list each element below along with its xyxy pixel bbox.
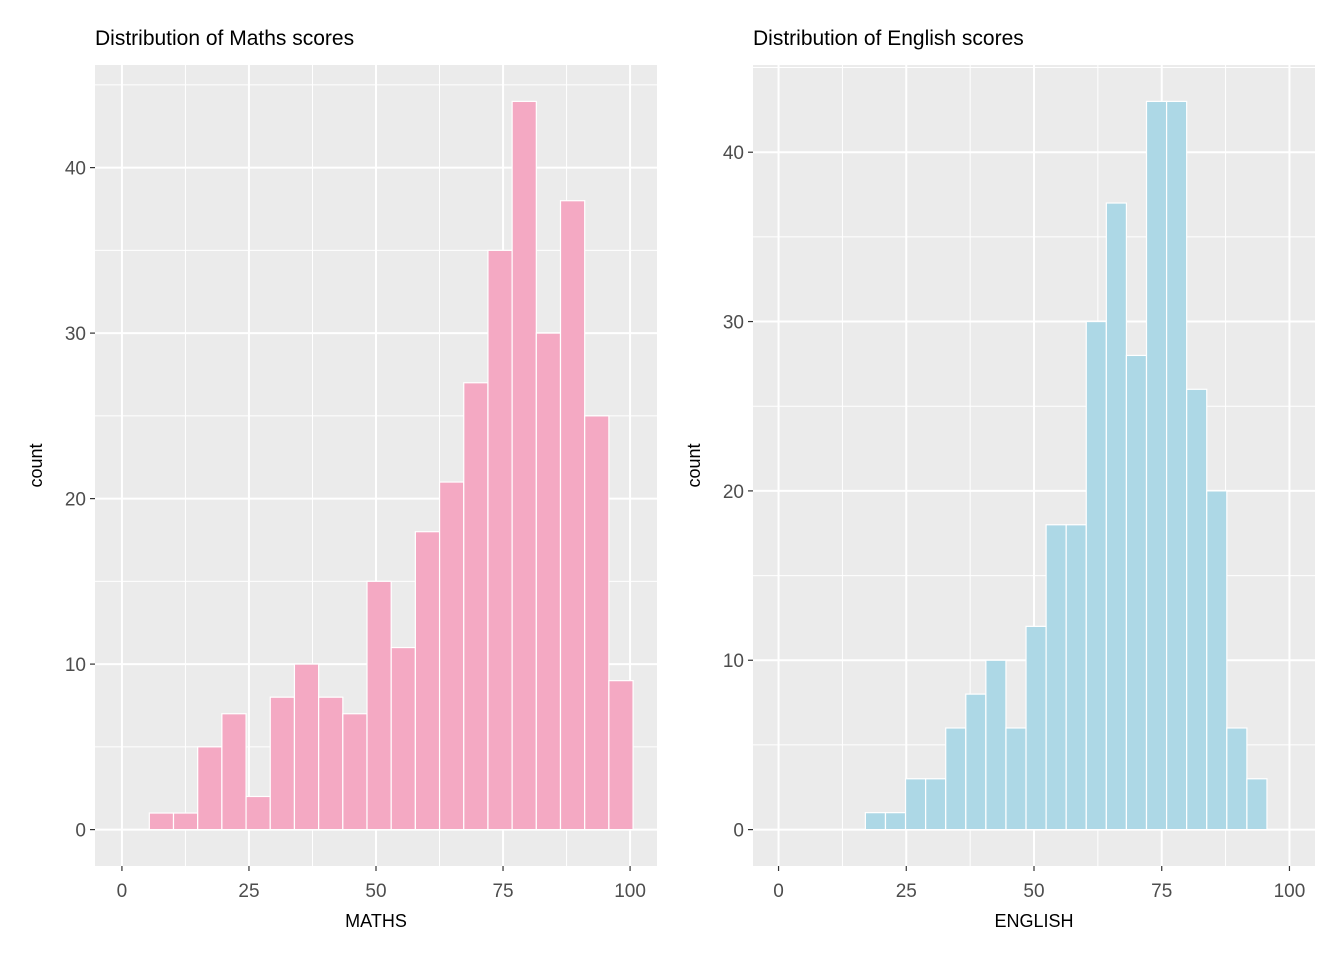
maths-y-tick-label: 40	[65, 159, 86, 180]
maths-y-tick-label: 20	[65, 490, 86, 511]
english-x-tick-label: 0	[773, 881, 784, 902]
english-histogram-bar	[1165, 100, 1188, 831]
english-histogram-bar	[945, 727, 967, 831]
maths-histogram-bar	[487, 249, 513, 831]
english-histogram-bar	[1206, 490, 1228, 831]
english-x-tick-label: 75	[1151, 881, 1172, 902]
english-histogram-bar	[985, 659, 1007, 831]
english-histogram-bar	[1105, 202, 1128, 831]
english-histogram-bar	[1065, 524, 1087, 831]
english-y-tick-label: 30	[723, 313, 744, 334]
english-y-axis-title: count	[684, 443, 704, 487]
english-histogram-bar	[1186, 388, 1208, 831]
english-histogram-bar	[1025, 625, 1047, 831]
english-histogram-bar	[925, 778, 947, 831]
english-y-tick-label: 20	[723, 482, 744, 503]
maths-y-tick-label: 10	[65, 655, 86, 676]
maths-histogram-bar	[608, 680, 634, 831]
english-histogram-bar	[1145, 100, 1168, 831]
maths-histogram-bar	[414, 531, 441, 831]
maths-histogram-bar	[438, 481, 465, 831]
maths-x-tick-label: 0	[117, 881, 128, 902]
english-histogram-bar	[1125, 354, 1148, 831]
maths-y-axis-title: count	[26, 443, 46, 487]
english-histogram-bar	[1246, 778, 1268, 831]
maths-histogram-bar	[221, 713, 247, 831]
english-x-tick-label: 25	[896, 881, 917, 902]
english-histogram-bar	[1045, 524, 1067, 831]
maths-histogram-bar	[390, 646, 416, 831]
maths-histogram-bar	[366, 580, 392, 831]
english-histogram-bar	[965, 693, 987, 831]
maths-x-tick-label: 100	[614, 881, 646, 902]
maths-histogram-bar	[535, 332, 562, 831]
maths-histogram-bar	[342, 713, 368, 831]
english-histogram-bar	[1226, 727, 1248, 831]
english-y-tick-label: 0	[733, 821, 744, 842]
maths-x-tick-label: 50	[365, 881, 386, 902]
maths-histogram-bar	[148, 812, 175, 831]
maths-histogram-bar	[559, 200, 586, 831]
english-x-axis-title: ENGLISH	[994, 911, 1073, 931]
maths-histogram-bar	[584, 415, 610, 831]
english-histogram-bar	[1085, 320, 1107, 831]
maths-histogram-bar	[293, 663, 320, 831]
maths-histogram-bar	[197, 746, 223, 831]
english-histogram-bar	[1005, 727, 1027, 831]
maths-y-tick-label: 30	[65, 324, 86, 345]
maths-chart-title: Distribution of Maths scores	[95, 27, 355, 50]
maths-histogram-bar	[511, 100, 537, 831]
maths-histogram-bar	[463, 382, 489, 831]
english-y-tick-label: 10	[723, 651, 744, 672]
maths-histogram-bar	[172, 812, 199, 831]
english-histogram-bar	[864, 812, 887, 831]
english-chart-title: Distribution of English scores	[753, 27, 1024, 50]
english-histogram-bar	[884, 812, 907, 831]
maths-x-tick-label: 25	[238, 881, 259, 902]
maths-x-tick-label: 75	[492, 881, 513, 902]
maths-histogram-bar	[245, 795, 271, 831]
maths-histogram-bar	[318, 696, 344, 831]
english-y-tick-label: 40	[723, 143, 744, 164]
maths-x-axis-title: MATHS	[345, 911, 407, 931]
english-x-tick-label: 100	[1274, 881, 1306, 902]
english-histogram-bar	[904, 778, 927, 831]
maths-y-tick-label: 0	[75, 821, 86, 842]
english-x-tick-label: 50	[1023, 881, 1044, 902]
maths-histogram-bar	[269, 696, 296, 831]
